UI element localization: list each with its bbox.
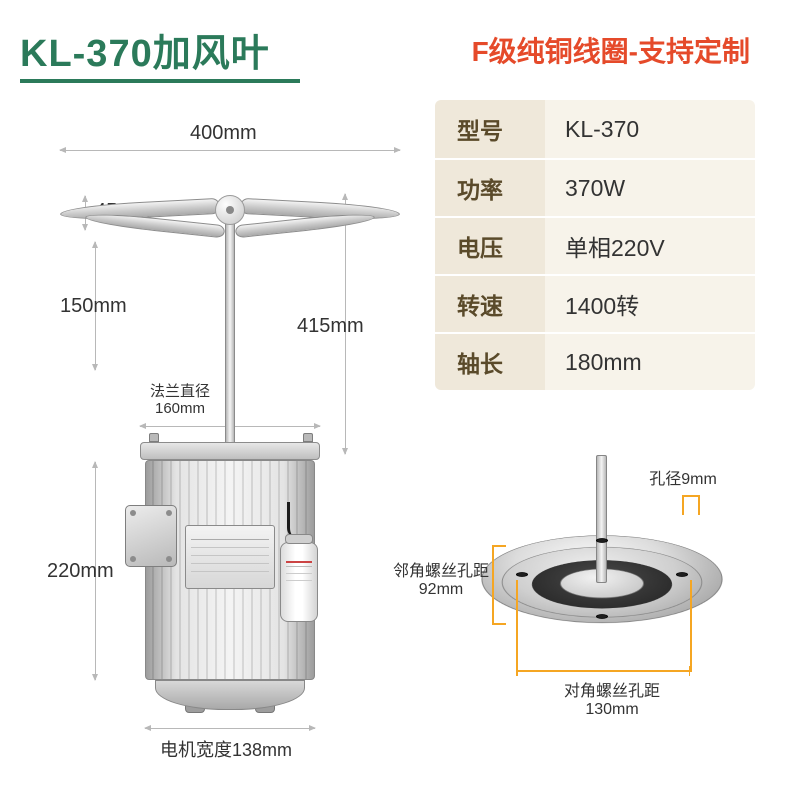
flange-hole xyxy=(596,614,608,619)
dim-body-height: 220mm xyxy=(47,560,114,583)
flange-dia-value: 160mm xyxy=(155,400,205,417)
diag-dist-text: 对角螺丝孔距 xyxy=(564,683,660,700)
flange-shaft xyxy=(596,455,607,583)
capacitor-wire xyxy=(287,502,303,538)
hole-dia-label: 孔径9mm xyxy=(628,471,738,489)
spec-label: 功率 xyxy=(435,160,545,216)
hole-dia-marker xyxy=(682,495,698,497)
hole-dia-marker xyxy=(682,495,684,515)
diag-dist-label: 对角螺丝孔距 130mm xyxy=(547,683,677,720)
dim-motor-w-line xyxy=(145,728,315,729)
spec-value: 1400转 xyxy=(545,276,755,332)
dim-flange-dia: 法兰直径 160mm xyxy=(145,383,215,418)
spec-row: 功率370W xyxy=(435,158,755,216)
dim-shaft-segment: 150mm xyxy=(60,295,127,318)
spec-label: 轴长 xyxy=(435,334,545,390)
flange-bolt xyxy=(303,433,313,442)
spec-label: 电压 xyxy=(435,218,545,274)
hole-dia-marker xyxy=(698,495,700,515)
fan-center xyxy=(226,206,234,214)
flange-detail-view: 孔径9mm 邻角螺丝孔距 92mm 对角螺丝孔距 130mm xyxy=(452,455,752,755)
spec-label: 转速 xyxy=(435,276,545,332)
capacitor-cap xyxy=(285,534,313,544)
title-underline xyxy=(20,79,300,83)
product-title: KL-370加风叶 xyxy=(20,22,300,77)
spec-value: KL-370 xyxy=(545,100,755,158)
spec-value: 单相220V xyxy=(545,218,755,274)
spec-label: 型号 xyxy=(435,100,545,158)
diag-dist-val: 130mm xyxy=(585,701,638,718)
motor-width-value: 138mm xyxy=(232,740,292,760)
run-capacitor xyxy=(280,542,318,622)
hole-dia-text: 孔径 xyxy=(649,471,681,488)
spec-row: 电压单相220V xyxy=(435,216,755,274)
diag-dist-bracket xyxy=(516,670,690,672)
junction-box xyxy=(125,505,177,567)
motor-nameplate xyxy=(185,525,275,589)
motor-endcap xyxy=(155,680,305,710)
spec-value: 370W xyxy=(545,160,755,216)
spec-row: 轴长180mm xyxy=(435,332,755,390)
spec-row: 型号KL-370 xyxy=(435,100,755,158)
dim-fan-width: 400mm xyxy=(190,122,257,145)
flange-bolt xyxy=(149,433,159,442)
flange-hole xyxy=(596,538,608,543)
subtitle: F级纯铜线圈-支持定制 xyxy=(472,30,750,70)
dim-fan-width-line xyxy=(60,150,400,151)
dim-overall-height: 415mm xyxy=(297,315,364,338)
adj-dist-bracket xyxy=(492,623,506,625)
adj-dist-bracket xyxy=(492,545,506,547)
flange-dia-label: 法兰直径 xyxy=(150,383,210,400)
adj-dist-label: 邻角螺丝孔距 92mm xyxy=(386,563,496,600)
product-title-block: KL-370加风叶 xyxy=(20,22,300,83)
flange-hole xyxy=(516,572,528,577)
hole-dia-val: 9mm xyxy=(681,471,717,488)
dim-motor-width: 电机宽度138mm xyxy=(160,736,292,762)
adj-dist-val: 92mm xyxy=(419,581,463,598)
spec-table: 型号KL-370功率370W电压单相220V转速1400转轴长180mm xyxy=(435,100,755,390)
spec-value: 180mm xyxy=(545,334,755,390)
diag-line xyxy=(690,580,692,672)
adj-dist-text: 邻角螺丝孔距 xyxy=(393,563,489,580)
diag-line xyxy=(516,580,518,672)
motor-diagram: 400mm 45mm 150mm 法兰直径 160mm 415mm 220mm … xyxy=(25,130,425,760)
motor-width-label: 电机宽度 xyxy=(160,740,232,760)
motor-shaft xyxy=(225,220,235,450)
flange-hole xyxy=(676,572,688,577)
spec-row: 转速1400转 xyxy=(435,274,755,332)
mounting-flange xyxy=(140,442,320,460)
